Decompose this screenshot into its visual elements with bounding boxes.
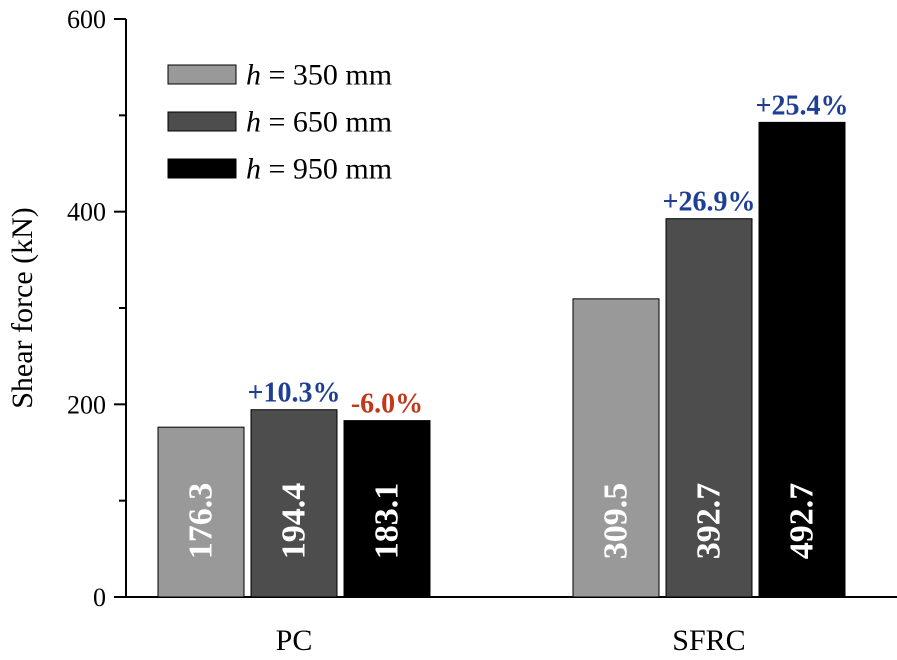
y-tick-label: 400	[67, 198, 106, 227]
change-percent-label: +25.4%	[756, 90, 849, 121]
bar	[250, 409, 338, 598]
bar-value-label: 309.5	[598, 483, 635, 560]
legend-swatch	[167, 64, 237, 85]
bar-value-label: 492.7	[784, 483, 821, 560]
bar-labels: 176.3 309.5 194.4 +10.3% 392.7 +26.9% 183.1 -6.…	[183, 90, 849, 559]
bar-value-label: 176.3	[183, 483, 220, 560]
x-category-label: SFRC	[672, 624, 745, 657]
bar	[157, 426, 245, 598]
legend-entry-label: h = 650 mm	[246, 106, 392, 139]
y-tick-label: 600	[67, 5, 106, 34]
legend-swatch	[167, 158, 237, 179]
bars	[157, 121, 846, 598]
axes: 0 200 400 600 Shear force (kN) PC SFRC	[6, 5, 897, 657]
legend-entry-label: h = 350 mm	[246, 59, 392, 92]
bar	[758, 121, 846, 598]
y-axis-label: Shear force (kN)	[6, 207, 39, 409]
legend: h = 350 mm h = 650 mm h = 950 mm	[167, 59, 392, 186]
bar	[343, 420, 431, 598]
change-percent-label: +26.9%	[663, 187, 756, 218]
change-percent-label: +10.3%	[248, 378, 341, 409]
y-tick-label: 200	[67, 390, 106, 419]
legend-entry-label: h = 950 mm	[246, 153, 392, 186]
bar-value-label: 194.4	[276, 483, 313, 560]
change-percent-label: -6.0%	[351, 389, 423, 420]
x-category-label: PC	[276, 624, 313, 657]
bar	[665, 218, 753, 598]
bar-value-label: 392.7	[691, 483, 728, 560]
bar-value-label: 183.1	[369, 483, 406, 560]
bar	[572, 298, 660, 598]
legend-swatch	[167, 111, 237, 132]
y-tick-label: 0	[93, 583, 106, 612]
